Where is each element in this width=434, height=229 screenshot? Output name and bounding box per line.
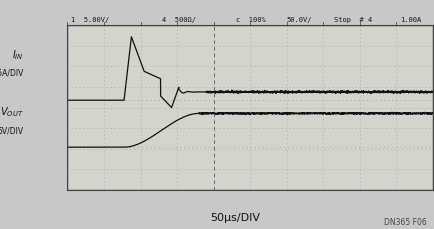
Text: Stop  # 4: Stop # 4 <box>333 16 372 22</box>
Text: 1.00A: 1.00A <box>399 16 420 22</box>
Text: 5V/DIV: 5V/DIV <box>0 126 24 135</box>
Text: 50.0V/: 50.0V/ <box>286 16 312 22</box>
Text: 1  5.00V/: 1 5.00V/ <box>71 16 109 22</box>
Text: DN365 F06: DN365 F06 <box>383 218 425 227</box>
Text: $V_{OUT}$: $V_{OUT}$ <box>0 105 24 119</box>
Text: 4  500Ω/: 4 500Ω/ <box>162 16 196 22</box>
Text: $I_{IN}$: $I_{IN}$ <box>12 48 24 62</box>
Text: 0.5A/DIV: 0.5A/DIV <box>0 69 24 78</box>
Text: 50μs/DIV: 50μs/DIV <box>210 213 259 223</box>
Text: c  100%: c 100% <box>235 16 265 22</box>
